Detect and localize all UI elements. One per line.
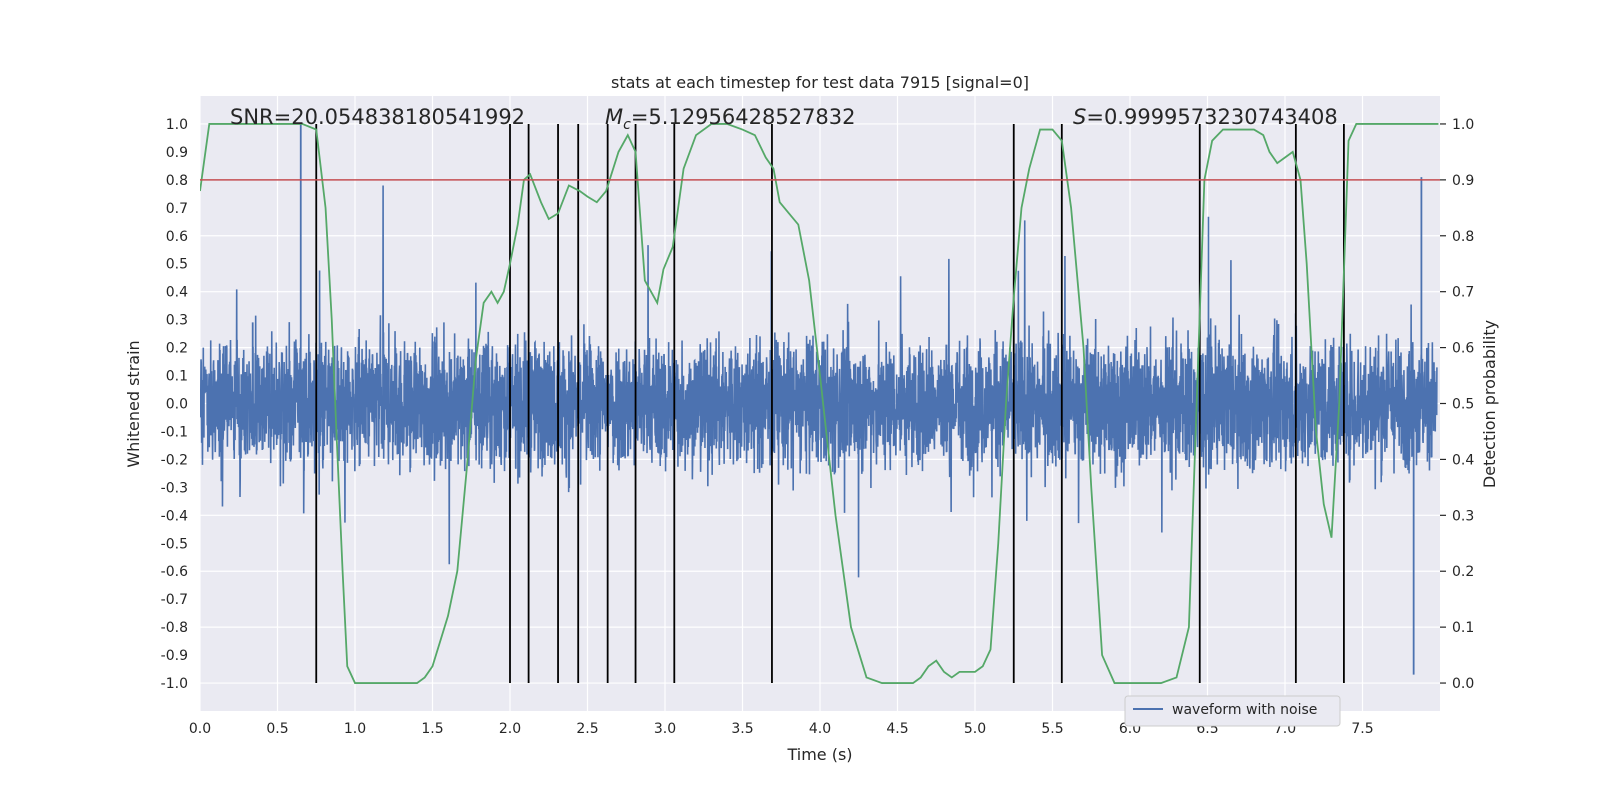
right-y-tick-label: 0.7 <box>1452 285 1474 301</box>
x-tick-label: 5.0 <box>964 721 986 737</box>
x-axis-ticks: 0.0 0.5 1.0 1.5 2.0 2.5 3.0 3.5 4.0 4.5 5.0 5.5 6.0 6… <box>189 721 1374 737</box>
right-y-axis-label: Detection probability <box>1480 320 1499 488</box>
left-y-tick-label: -0.7 <box>161 592 188 608</box>
x-tick-label: 0.5 <box>266 721 288 737</box>
left-y-tick-label: 0.8 <box>166 173 188 189</box>
x-tick-label: 2.5 <box>576 721 598 737</box>
waveform-trace <box>200 185 1438 578</box>
right-y-tick-label: 0.5 <box>1452 397 1474 413</box>
chirp-mass-subscript: c <box>623 117 631 133</box>
left-y-axis-label: Whitened strain <box>124 340 143 467</box>
right-y-tick-label: 0.3 <box>1452 508 1474 524</box>
chart-title: stats at each timestep for test data 791… <box>611 73 1029 92</box>
left-y-tick-label: -1.0 <box>161 676 188 692</box>
x-tick-label: 2.0 <box>499 721 521 737</box>
chirp-mass-annotation: Mc=5.12956428527832 <box>605 105 856 133</box>
x-tick-label: 7.5 <box>1351 721 1373 737</box>
left-y-tick-label: 0.3 <box>166 313 188 329</box>
right-y-tick-label: 1.0 <box>1452 117 1474 133</box>
x-tick-label: 0.0 <box>189 721 211 737</box>
left-y-axis-ticks: 1.0 0.9 0.8 0.7 0.6 0.5 0.4 0.3 0.2 0.1 0.0 -0.1 -0.… <box>161 117 188 692</box>
snr-annotation: SNR=20.054838180541992 <box>230 105 525 129</box>
x-tick-label: 4.0 <box>809 721 831 737</box>
x-tick-label: 4.5 <box>886 721 908 737</box>
left-y-tick-label: 0.5 <box>166 257 188 273</box>
left-y-tick-label: 0.7 <box>166 201 188 217</box>
probability-series <box>200 123 1439 684</box>
left-y-tick-label: 0.6 <box>166 229 188 245</box>
left-y-tick-label: -0.1 <box>161 424 188 440</box>
left-y-tick-label: -0.2 <box>161 452 188 468</box>
score-symbol: S <box>1073 105 1086 129</box>
waveform-series <box>200 123 1438 675</box>
left-y-tick-label: 1.0 <box>166 117 188 133</box>
left-y-tick-label: -0.5 <box>161 536 188 552</box>
right-y-tick-label: 0.4 <box>1452 452 1474 468</box>
right-y-tick-label: 0.1 <box>1452 620 1474 636</box>
left-y-tick-label: -0.3 <box>161 480 188 496</box>
score-value: =0.9999573230743408 <box>1086 105 1337 129</box>
right-y-tick-label: 0.8 <box>1452 229 1474 245</box>
right-y-tick-label: 0.9 <box>1452 173 1474 189</box>
right-y-tick-label: 0.2 <box>1452 564 1474 580</box>
left-y-tick-label: -0.9 <box>161 648 188 664</box>
left-y-tick-label: 0.1 <box>166 369 188 385</box>
plot-series-layer <box>200 123 1440 684</box>
left-y-tick-label: -0.8 <box>161 620 188 636</box>
legend-label-waveform: waveform with noise <box>1172 702 1317 718</box>
event-markers <box>315 123 1345 684</box>
score-annotation: S=0.9999573230743408 <box>1073 105 1338 129</box>
right-y-axis-ticks: 1.0 0.9 0.8 0.7 0.6 0.5 0.4 0.3 0.2 0.1 0.0 <box>1440 117 1474 692</box>
left-y-tick-label: -0.4 <box>161 508 188 524</box>
left-y-tick-label: -0.6 <box>161 564 188 580</box>
chirp-mass-value: =5.12956428527832 <box>631 105 856 129</box>
chirp-mass-symbol: M <box>605 105 623 129</box>
right-y-tick-label: 0.6 <box>1452 341 1474 357</box>
x-tick-label: 5.5 <box>1041 721 1063 737</box>
x-tick-label: 1.0 <box>344 721 366 737</box>
legend: waveform with noise <box>1124 695 1341 727</box>
x-tick-label: 3.5 <box>731 721 753 737</box>
probability-line <box>200 123 1439 684</box>
left-y-tick-label: 0.9 <box>166 145 188 161</box>
x-tick-label: 1.5 <box>421 721 443 737</box>
x-tick-label: 3.0 <box>654 721 676 737</box>
left-y-tick-label: 0.4 <box>166 285 188 301</box>
left-y-tick-label: 0.2 <box>166 341 188 357</box>
right-y-tick-label: 0.0 <box>1452 676 1474 692</box>
legend-box <box>1124 695 1341 727</box>
left-y-tick-label: 0.0 <box>166 397 188 413</box>
x-axis-label: Time (s) <box>786 745 852 764</box>
